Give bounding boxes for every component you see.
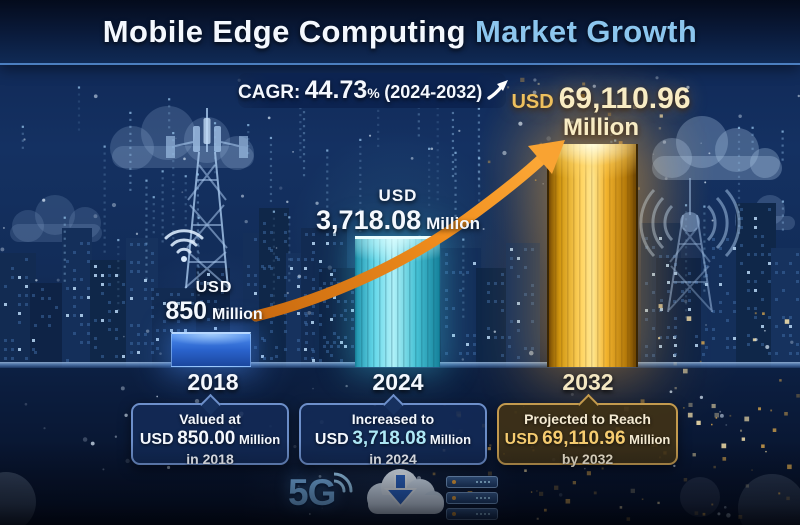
info-unit: Million bbox=[629, 432, 671, 447]
info-box-2032: Projected to Reach USD 69,110.96 Million… bbox=[497, 403, 678, 467]
bar-value-2032: USD 69,110.96 Million bbox=[503, 82, 699, 141]
info-box-2024: Increased to USD 3,718.08 Million in 202… bbox=[299, 403, 487, 467]
info-period: in 2018 bbox=[186, 451, 234, 467]
cagr-label: CAGR: bbox=[238, 82, 301, 103]
server-unit bbox=[446, 492, 498, 504]
info-value: 850.00 bbox=[177, 428, 236, 449]
title-main: Mobile Edge Computing bbox=[102, 13, 466, 49]
info-period: by 2032 bbox=[561, 451, 614, 467]
info-amount: USD 3,718.08 Million bbox=[301, 428, 485, 451]
bar-value-2024: USD 3,718.08 Million bbox=[306, 186, 490, 235]
value-unit: Million bbox=[212, 305, 263, 323]
bar-2018 bbox=[171, 332, 251, 367]
wifi-icon bbox=[164, 229, 204, 262]
bar-2032 bbox=[547, 144, 638, 367]
value-unit: Million bbox=[426, 214, 480, 234]
currency-label: USD bbox=[195, 279, 233, 296]
value-number: 69,110.96 bbox=[558, 82, 691, 115]
value-number: 3,718.08 bbox=[316, 205, 422, 236]
header-bar: Mobile Edge Computing Market Growth bbox=[0, 0, 800, 65]
info-currency: USD bbox=[139, 431, 174, 448]
cagr-banner: CAGR: 44.73% (2024-2032) bbox=[238, 73, 509, 108]
axis-label-2018: 2018 bbox=[187, 369, 239, 395]
info-unit: Million bbox=[238, 432, 281, 447]
info-amount: USD 69,110.96 Million bbox=[499, 428, 676, 451]
bar-2024 bbox=[355, 236, 440, 367]
info-value: 3,718.08 bbox=[352, 428, 427, 449]
info-value: 69,110.96 bbox=[542, 428, 626, 449]
currency-label: USD bbox=[511, 91, 554, 113]
title-accent: Market Growth bbox=[474, 13, 698, 49]
cagr-percent-sign: % bbox=[367, 85, 380, 101]
cagr-value: 44.73 bbox=[304, 76, 368, 104]
server-unit bbox=[446, 508, 498, 520]
page-title: Mobile Edge Computing Market Growth bbox=[103, 14, 697, 50]
info-unit: Million bbox=[429, 432, 472, 447]
server-stack-icon bbox=[446, 476, 498, 524]
info-currency: USD bbox=[504, 431, 539, 448]
value-number: 850 bbox=[165, 296, 208, 325]
bar-value-2018: USD 850 Million bbox=[148, 279, 280, 325]
axis-label-2032: 2032 bbox=[562, 369, 614, 395]
info-box-2018: Valued at USD 850.00 Million in 2018 bbox=[131, 403, 289, 467]
info-amount: USD 850.00 Million bbox=[133, 428, 287, 451]
info-intro: Projected to Reach bbox=[524, 411, 651, 427]
up-arrow-icon bbox=[487, 80, 509, 100]
cloud-download-icon bbox=[367, 469, 444, 514]
info-intro: Increased to bbox=[351, 411, 435, 427]
info-currency: USD bbox=[314, 431, 349, 448]
cagr-range: (2024-2032) bbox=[384, 82, 483, 102]
5g-logo: 5G bbox=[288, 472, 336, 513]
currency-label: USD bbox=[378, 186, 418, 205]
value-unit: Million bbox=[563, 113, 639, 141]
axis-label-2024: 2024 bbox=[372, 369, 424, 395]
info-intro: Valued at bbox=[179, 411, 241, 427]
cloud-icon-top-left bbox=[110, 106, 254, 170]
server-unit bbox=[446, 476, 498, 488]
